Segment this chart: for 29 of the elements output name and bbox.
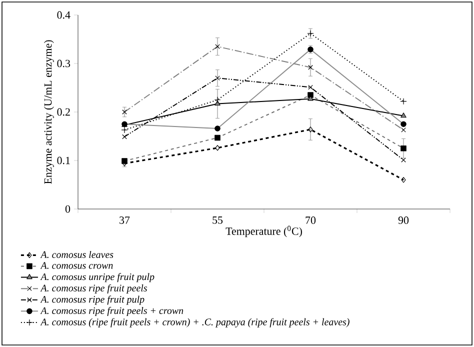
legend-label: A. comosus ripe fruit peels + crown xyxy=(40,306,184,316)
point xyxy=(308,84,313,90)
legend-label: A. comosus ripe fruit pulp xyxy=(40,296,144,305)
point xyxy=(400,98,407,105)
point xyxy=(400,112,406,118)
legend-label: A. comosus (ripe fruit peels + crown) + .C. papaya (ripe fruit peels + leaves) xyxy=(40,318,350,328)
legend-label: A. comosus leaves xyxy=(40,250,114,258)
x-tick-label: 70 xyxy=(306,216,316,224)
legend-label: A. comosus unripe fruit pulp xyxy=(40,273,154,282)
y-tick-label: 0.2 xyxy=(57,108,70,116)
y-tick-label: 0.3 xyxy=(57,60,70,68)
x-tick-label: 90 xyxy=(398,216,409,224)
point xyxy=(121,126,128,134)
x-axis-title: Temperature ($^{0}$C) xyxy=(226,226,302,238)
x-tick-label: 55 xyxy=(212,216,223,224)
point xyxy=(122,134,127,140)
legend-label: A. comosus crown xyxy=(40,262,113,269)
y-tick-label: 0 xyxy=(65,205,70,213)
point xyxy=(214,96,221,104)
point xyxy=(215,145,220,151)
legend-label: A. comosus ripe fruit peels xyxy=(40,284,147,294)
point xyxy=(307,30,314,37)
x-tick-label: 37 xyxy=(120,216,130,224)
point xyxy=(308,126,313,132)
y-tick-label: 0.1 xyxy=(57,156,70,164)
y-axis-title: Enzyme activity (U/mL enzyme) xyxy=(44,40,54,184)
point xyxy=(215,76,220,80)
y-tick-label: 0.4 xyxy=(57,11,70,19)
point xyxy=(401,177,406,183)
